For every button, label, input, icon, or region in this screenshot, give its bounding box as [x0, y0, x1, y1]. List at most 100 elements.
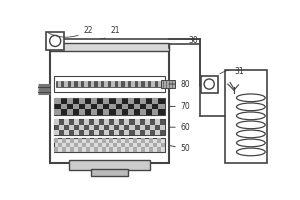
Bar [98, 81, 101, 87]
Bar [134, 130, 140, 135]
Bar [124, 119, 130, 125]
Text: 21: 21 [100, 26, 120, 39]
Bar [64, 81, 68, 87]
Circle shape [204, 79, 214, 89]
Bar [71, 81, 74, 87]
Bar [94, 138, 98, 143]
Bar [128, 109, 134, 115]
Bar [50, 47, 169, 163]
Bar [141, 147, 145, 152]
Bar [158, 104, 164, 109]
Bar [74, 143, 78, 147]
Bar [70, 138, 74, 143]
Bar [145, 119, 149, 125]
Bar [131, 81, 135, 87]
Bar [94, 147, 98, 152]
Bar [58, 143, 62, 147]
Bar [97, 104, 103, 109]
Bar [117, 138, 121, 143]
Bar [103, 109, 109, 115]
Text: 31: 31 [220, 67, 244, 76]
Bar [145, 143, 149, 147]
Bar [54, 147, 58, 152]
Bar [69, 160, 150, 170]
Bar [98, 143, 102, 147]
Bar [130, 125, 134, 130]
Bar [56, 81, 163, 87]
Bar [94, 119, 100, 125]
Bar [104, 130, 110, 135]
Bar [118, 81, 121, 87]
Bar [59, 125, 64, 130]
Bar [124, 81, 128, 87]
Bar [110, 147, 113, 152]
Bar [86, 147, 90, 152]
Bar [113, 143, 117, 147]
Bar [78, 138, 82, 143]
Bar [152, 81, 155, 87]
Bar [110, 138, 113, 143]
Bar [110, 104, 116, 109]
Bar [149, 138, 153, 143]
Text: 80: 80 [169, 80, 190, 89]
Bar [106, 143, 110, 147]
Bar [124, 130, 130, 135]
Bar [94, 130, 100, 135]
Bar [85, 130, 89, 135]
Bar [54, 119, 164, 135]
Bar [54, 130, 59, 135]
Bar [121, 143, 125, 147]
Bar [152, 109, 158, 115]
Bar [157, 147, 160, 152]
Bar [67, 98, 73, 104]
Bar [134, 104, 140, 109]
Bar [70, 147, 74, 152]
Bar [145, 130, 149, 135]
Bar [89, 125, 94, 130]
Bar [79, 98, 85, 104]
Bar [91, 109, 97, 115]
Bar [133, 147, 137, 152]
Bar [85, 119, 89, 125]
Bar [86, 138, 90, 143]
Bar [117, 147, 121, 152]
Bar [111, 81, 115, 87]
Bar [158, 81, 161, 87]
Bar [85, 104, 91, 109]
Bar [74, 119, 80, 125]
Bar [154, 130, 160, 135]
Bar [62, 138, 66, 143]
Bar [140, 109, 146, 115]
Bar [149, 125, 154, 130]
Text: 22: 22 [48, 26, 93, 37]
Bar [103, 98, 109, 104]
Bar [79, 109, 85, 115]
Bar [154, 119, 160, 125]
Bar [54, 98, 164, 115]
Bar [129, 143, 133, 147]
Bar [160, 143, 164, 147]
Bar [153, 143, 157, 147]
Bar [125, 138, 129, 143]
Bar [152, 98, 158, 104]
Bar [54, 119, 59, 125]
Text: 60: 60 [169, 123, 190, 132]
Bar [146, 104, 152, 109]
Bar [91, 169, 128, 176]
Bar [104, 119, 110, 125]
Bar [64, 130, 69, 135]
Text: 70: 70 [169, 102, 190, 111]
Bar [157, 138, 160, 143]
Bar [74, 130, 80, 135]
Bar [46, 32, 64, 50]
Bar [115, 130, 119, 135]
Bar [66, 143, 70, 147]
Bar [91, 81, 94, 87]
Bar [137, 143, 141, 147]
Bar [64, 119, 69, 125]
Bar [78, 81, 81, 87]
Bar [58, 81, 61, 87]
Bar [50, 43, 169, 51]
Bar [91, 98, 97, 104]
Bar [160, 125, 164, 130]
